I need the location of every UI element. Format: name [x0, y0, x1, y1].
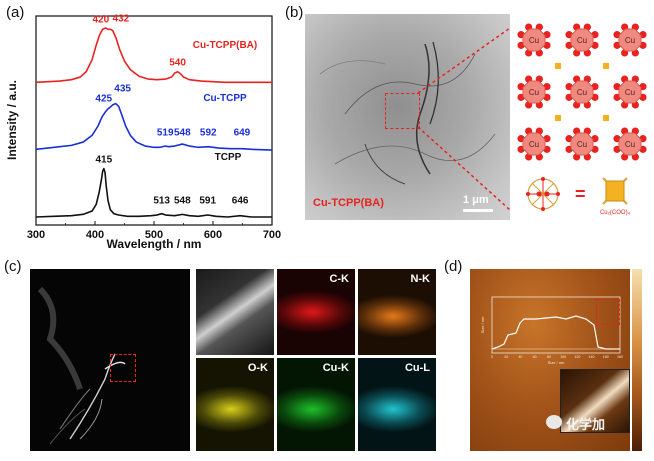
afm-inset-tick-label: 120 — [574, 355, 580, 359]
chart-peak-label: 548 — [174, 196, 191, 207]
chart-peak-label: 649 — [234, 127, 251, 138]
chart-y-axis-label: Intensity / a.u. — [5, 80, 19, 160]
lattice-node-label: Cu — [577, 36, 587, 45]
lattice-linker-node — [555, 63, 561, 69]
stem-zoom-box — [110, 354, 136, 382]
tem-scale-bar — [463, 209, 493, 212]
chart-series-name: Cu-TCPP — [203, 93, 247, 104]
eds-map-c: C-K — [277, 269, 355, 355]
chart-x-tick-label: 400 — [86, 229, 104, 241]
afm-inset-tick-label: 160 — [603, 355, 609, 359]
panel-label-b: (b) — [285, 4, 304, 21]
afm-inset-xlabel: Size / nm — [548, 360, 565, 365]
panel-label-a: (a) — [6, 4, 25, 21]
afm-inset-tick-label: 20 — [504, 355, 508, 359]
afm-inset-tick-label: 0 — [491, 355, 493, 359]
lattice-cu-node: Cu — [565, 127, 599, 161]
watermark-icon — [546, 415, 562, 429]
lattice-linker-node — [555, 115, 561, 121]
eds-map-n: N-K — [358, 269, 436, 355]
lattice-cu-node: Cu — [565, 23, 599, 57]
tem-sample-label: Cu-TCPP(BA) — [313, 197, 384, 209]
lattice-node-label: Cu — [529, 88, 539, 97]
lattice-node-label: Cu — [529, 140, 539, 149]
chart-x-tick-label: 500 — [145, 229, 163, 241]
afm-inset-tick-label: 100 — [560, 355, 566, 359]
tem-scale-bar-label: 1 μm — [463, 194, 489, 206]
paddlewheel-equals-sign: = — [575, 184, 586, 204]
lattice-cu-node: Cu — [517, 75, 551, 109]
chart-x-tick-label: 700 — [263, 229, 281, 241]
zoom-connector-lines — [417, 27, 511, 211]
stem-image — [30, 269, 190, 451]
chart-peak-label: 540 — [169, 58, 186, 69]
paddlewheel-molecule-icon — [526, 177, 560, 211]
eds-map-cu-l: Cu-L — [358, 358, 436, 451]
eds-map-cu-l-label: Cu-L — [404, 362, 430, 374]
chart-series-line-1 — [35, 102, 273, 151]
paddlewheel-formula: Cu₂(COO)₄ — [600, 210, 631, 216]
lattice-linker-node — [603, 115, 609, 121]
lattice-cu-node: Cu — [517, 127, 551, 161]
lattice-node-label: Cu — [625, 36, 635, 45]
lattice-cu-node: Cu — [613, 23, 647, 57]
afm-inset-tick-label: 40 — [518, 355, 522, 359]
afm-height-profile: Size / nm Size / nm 0 20 40 60 80 100 120 140 16… — [480, 296, 623, 365]
chart-peak-label: 646 — [232, 196, 249, 207]
chart-peak-label: 425 — [95, 94, 112, 105]
chart-peak-label: 513 — [153, 196, 170, 207]
afm-color-scale — [632, 269, 642, 451]
paddlewheel-diagram: = Cu₂(COO)₄ — [526, 177, 631, 216]
afm-inset-ylabel: Size / nm — [480, 316, 485, 333]
chart-series-name: TCPP — [215, 152, 242, 163]
chart-peak-label: 415 — [96, 155, 113, 166]
panel-label-c: (c) — [4, 258, 22, 275]
paddlewheel-node-icon — [602, 177, 628, 205]
chart-series-name: Cu-TCPP(BA) — [193, 40, 257, 51]
chart-peak-label: 435 — [114, 84, 131, 95]
eds-map-cu-k-label: Cu-K — [322, 362, 349, 374]
zoom-region-box — [385, 93, 420, 129]
chart-peak-label: 432 — [113, 13, 130, 24]
chart-peak-label: 519 — [157, 127, 174, 138]
panel-label-d: (d) — [444, 258, 463, 275]
lattice-node-label: Cu — [577, 140, 587, 149]
eds-map-n-label: N-K — [410, 273, 430, 285]
chart-series-line-0 — [35, 27, 272, 84]
afm-inset-image — [560, 369, 630, 433]
lattice-cu-node: Cu — [613, 75, 647, 109]
eds-map-o: O-K — [196, 358, 274, 451]
lattice-cu-node: Cu — [565, 75, 599, 109]
watermark-text: 化学加 — [566, 417, 606, 432]
chart-series-line-2 — [35, 167, 272, 218]
afm-image: Size / nm Size / nm 0 20 40 60 80 100 120 140 16… — [470, 269, 630, 451]
afm-inset-tick-label: 60 — [533, 355, 537, 359]
lattice-linker-node — [603, 63, 609, 69]
lattice-node-label: Cu — [625, 140, 635, 149]
chart-x-axis-label: Wavelength / nm — [107, 237, 202, 251]
eds-map-cu-k: Cu-K — [277, 358, 355, 451]
afm-inset-tick-label: 180 — [617, 355, 623, 359]
eds-map-o-label: O-K — [247, 362, 268, 374]
chart-peak-label: 592 — [200, 127, 217, 138]
afm-zoom-box — [596, 299, 620, 325]
haadf-zoom-tile — [196, 269, 274, 355]
lattice-cu-node: Cu — [613, 127, 647, 161]
tem-image: Cu-TCPP(BA) 1 μm — [305, 14, 510, 220]
lattice-cu-node: Cu — [517, 23, 551, 57]
chart-x-tick-label: 300 — [27, 229, 45, 241]
chart-peak-label: 591 — [199, 196, 216, 207]
lattice-node-label: Cu — [529, 36, 539, 45]
chart-peak-label: 548 — [174, 127, 191, 138]
eds-map-c-label: C-K — [329, 273, 349, 285]
cu-tcpp-lattice-diagram: Cu Cu Cu Cu Cu Cu Cu Cu Cu — [517, 23, 647, 161]
chart-peak-label: 420 — [92, 15, 109, 26]
afm-inset-tick-label: 80 — [547, 355, 551, 359]
afm-inset-tick-label: 140 — [589, 355, 595, 359]
lattice-node-label: Cu — [625, 88, 635, 97]
chart-x-tick-label: 600 — [204, 229, 222, 241]
lattice-node-label: Cu — [577, 88, 587, 97]
